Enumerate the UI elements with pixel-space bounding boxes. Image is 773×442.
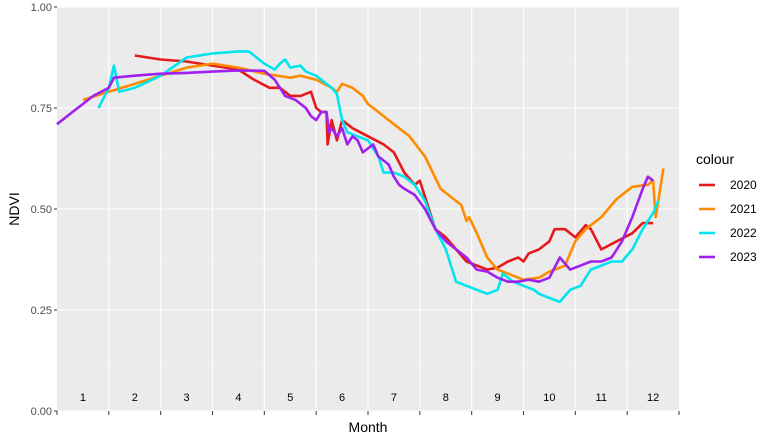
month-label: 8 <box>443 392 449 404</box>
month-label: 11 <box>596 392 607 404</box>
month-label: 6 <box>339 392 345 404</box>
month-labels: 1 2 3 4 5 6 7 8 9 10 11 12 <box>80 392 659 404</box>
y-tick-label: 0.00 <box>31 406 52 418</box>
series-lines <box>56 50 665 304</box>
series-line-2023 <box>56 69 654 283</box>
legend-label-2022: 2022 <box>730 226 757 240</box>
x-axis-title: Month <box>349 419 388 435</box>
legend-label-2023: 2023 <box>730 250 757 264</box>
y-tick-label: 0.50 <box>31 204 52 216</box>
month-label: 4 <box>235 392 241 404</box>
legend: colour 2020 2021 2022 2023 <box>696 151 757 267</box>
month-label: 12 <box>647 392 659 404</box>
y-tick-label: 0.75 <box>31 103 52 115</box>
month-label: 5 <box>287 392 293 404</box>
month-label: 10 <box>543 392 555 404</box>
month-label: 2 <box>132 392 138 404</box>
y-axis: 0.00 0.25 0.50 0.75 1.00 <box>31 2 57 418</box>
month-label: 9 <box>495 392 501 404</box>
x-axis <box>56 411 680 415</box>
y-tick-label: 1.00 <box>31 2 52 14</box>
month-label: 3 <box>184 392 190 404</box>
month-label: 7 <box>391 392 397 404</box>
series-line-2020 <box>134 54 654 271</box>
legend-label-2021: 2021 <box>730 202 757 216</box>
legend-label-2020: 2020 <box>730 178 757 192</box>
y-tick-label: 0.25 <box>31 305 52 317</box>
major-gridlines <box>57 6 679 412</box>
series-line-2022 <box>97 50 660 304</box>
month-label: 1 <box>80 392 86 404</box>
legend-title: colour <box>696 151 734 167</box>
y-axis-title: NDVI <box>6 192 22 225</box>
